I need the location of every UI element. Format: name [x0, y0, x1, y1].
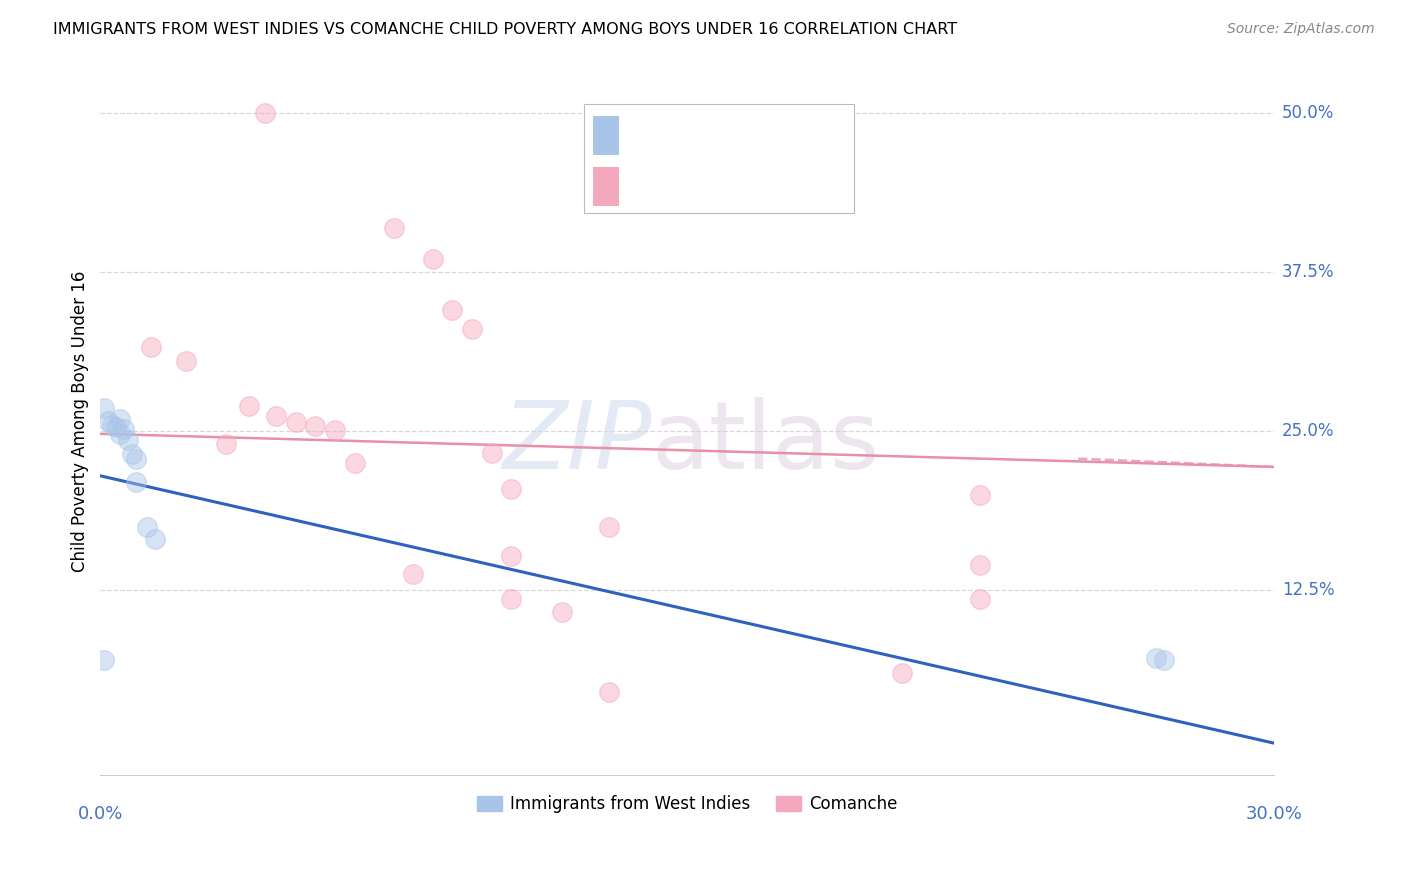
Point	[105, 420, 128, 434]
Point	[461, 322, 484, 336]
Point	[969, 558, 991, 572]
Point	[481, 446, 503, 460]
Point	[101, 417, 124, 432]
Text: 37.5%: 37.5%	[1282, 263, 1334, 281]
Point	[93, 653, 115, 667]
Point	[551, 605, 574, 619]
Point	[97, 414, 120, 428]
Text: 25.0%: 25.0%	[1282, 422, 1334, 441]
Text: Source: ZipAtlas.com: Source: ZipAtlas.com	[1227, 22, 1375, 37]
Point	[1146, 650, 1168, 665]
Text: R =  -0.615   N = 16: R = -0.615 N = 16	[628, 123, 811, 141]
Point	[598, 685, 620, 699]
Point	[93, 401, 115, 416]
Point	[969, 488, 991, 502]
Point	[598, 520, 620, 534]
Point	[117, 433, 139, 447]
Text: IMMIGRANTS FROM WEST INDIES VS COMANCHE CHILD POVERTY AMONG BOYS UNDER 16 CORREL: IMMIGRANTS FROM WEST INDIES VS COMANCHE …	[53, 22, 957, 37]
Bar	[593, 116, 619, 154]
Point	[499, 549, 522, 563]
Point	[323, 423, 346, 437]
FancyBboxPatch shape	[583, 103, 853, 213]
Point	[284, 415, 307, 429]
Point	[238, 399, 260, 413]
Point	[304, 419, 326, 434]
Point	[253, 106, 276, 120]
Text: 30.0%: 30.0%	[1246, 805, 1302, 823]
Y-axis label: Child Poverty Among Boys Under 16: Child Poverty Among Boys Under 16	[72, 271, 89, 573]
Point	[143, 533, 166, 547]
Point	[141, 340, 163, 354]
Text: 12.5%: 12.5%	[1282, 582, 1334, 599]
Point	[402, 566, 425, 581]
Point	[214, 437, 236, 451]
Point	[136, 520, 159, 534]
Point	[422, 252, 444, 267]
Point	[1153, 653, 1175, 667]
Point	[176, 354, 198, 368]
Point	[121, 447, 143, 461]
Text: 50.0%: 50.0%	[1282, 104, 1334, 122]
Point	[441, 303, 464, 318]
Point	[969, 592, 991, 607]
Point	[112, 422, 135, 436]
Legend: Immigrants from West Indies, Comanche: Immigrants from West Indies, Comanche	[470, 789, 904, 820]
Text: atlas: atlas	[652, 397, 880, 489]
Point	[499, 482, 522, 496]
Point	[124, 475, 146, 490]
Point	[108, 411, 131, 425]
Point	[124, 452, 146, 467]
Text: 0.0%: 0.0%	[77, 805, 124, 823]
Point	[891, 666, 914, 681]
Text: ZIP: ZIP	[502, 398, 652, 489]
Point	[108, 426, 131, 441]
Point	[266, 409, 288, 423]
Point	[499, 592, 522, 607]
Text: R =  -0.049   N = 26: R = -0.049 N = 26	[628, 175, 811, 193]
Point	[343, 456, 366, 470]
Bar	[593, 168, 619, 206]
Point	[382, 220, 405, 235]
